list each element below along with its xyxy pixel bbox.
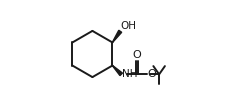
Text: O: O <box>148 69 156 79</box>
Polygon shape <box>112 65 122 76</box>
Polygon shape <box>112 30 122 43</box>
Text: NH: NH <box>122 69 137 79</box>
Text: OH: OH <box>121 21 137 31</box>
Text: O: O <box>132 50 141 60</box>
